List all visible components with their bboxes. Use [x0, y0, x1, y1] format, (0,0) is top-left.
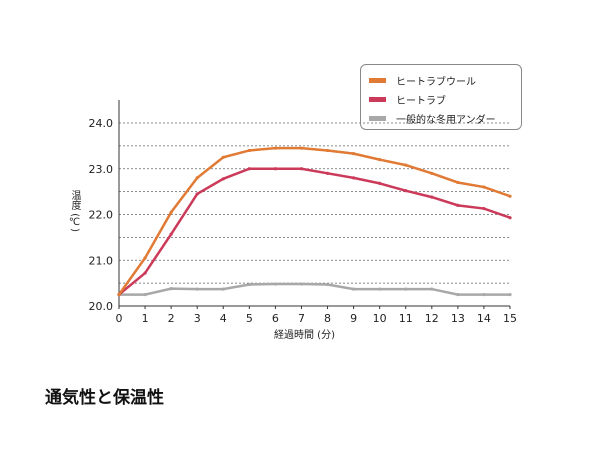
data-point	[221, 155, 225, 159]
data-point	[299, 282, 304, 286]
data-point	[273, 146, 277, 150]
x-tick-label: 11	[399, 312, 413, 325]
data-point	[352, 152, 356, 156]
data-point	[143, 256, 147, 260]
data-point	[325, 148, 330, 153]
data-point	[247, 282, 251, 287]
data-point	[299, 146, 304, 150]
y-tick-label: 24.0	[89, 117, 114, 130]
data-point	[456, 292, 460, 297]
data-point	[456, 203, 460, 207]
series-line	[119, 282, 510, 296]
x-tick-label: 12	[425, 312, 439, 325]
data-point	[508, 292, 512, 297]
legend-item: 一般的な冬用アンダー	[369, 109, 521, 128]
data-point	[143, 292, 147, 297]
data-point	[352, 287, 356, 291]
data-point	[378, 158, 382, 162]
data-point	[117, 292, 121, 297]
data-point	[169, 287, 173, 291]
data-point	[221, 177, 225, 181]
x-tick-label: 3	[194, 312, 201, 325]
legend-swatch	[369, 78, 386, 83]
data-point	[299, 167, 304, 171]
legend-item: ヒートラブウール	[369, 71, 521, 90]
legend-label: ヒートラブ	[396, 96, 446, 107]
x-tick-label: 6	[272, 312, 279, 325]
data-point	[508, 194, 512, 198]
x-tick-label: 14	[477, 312, 491, 325]
legend-swatch	[369, 116, 386, 121]
legend-swatch	[369, 97, 386, 102]
y-tick-label: 23.0	[89, 163, 114, 176]
y-axis-label: 温度 (℃)	[69, 190, 80, 232]
legend-label: ヒートラブウール	[396, 77, 476, 88]
x-tick-label: 13	[451, 312, 465, 325]
data-point	[404, 189, 408, 193]
x-tick-label: 15	[503, 312, 517, 325]
data-point	[195, 192, 199, 196]
x-tick-label: 5	[246, 312, 253, 325]
series-line	[117, 146, 511, 296]
legend-item: ヒートラブ	[369, 90, 521, 109]
x-tick-label: 10	[373, 312, 387, 325]
x-axis-label: 経過時間 (分)	[274, 330, 335, 341]
data-point	[169, 210, 173, 214]
data-point	[247, 167, 251, 171]
data-point	[273, 282, 277, 286]
y-tick-label: 22.0	[89, 209, 114, 222]
x-tick-label: 2	[168, 312, 175, 325]
data-point	[247, 148, 251, 153]
x-tick-label: 7	[298, 312, 305, 325]
y-tick-label: 21.0	[89, 254, 114, 267]
data-point	[221, 287, 225, 291]
x-tick-label: 1	[142, 312, 149, 325]
data-point	[404, 163, 408, 167]
data-point	[430, 171, 434, 175]
data-point	[352, 176, 356, 180]
data-point	[143, 271, 147, 275]
data-point	[404, 287, 408, 291]
data-point	[325, 282, 330, 287]
data-point	[195, 176, 199, 180]
x-tick-label: 9	[350, 312, 357, 325]
data-point	[378, 287, 382, 291]
x-tick-label: 8	[324, 312, 331, 325]
y-tick-label: 20.0	[89, 300, 114, 313]
data-point	[508, 216, 512, 220]
legend-label: 一般的な冬用アンダー	[396, 115, 496, 126]
x-tick-label: 0	[116, 312, 123, 325]
x-tick-label: 4	[220, 312, 227, 325]
data-point	[482, 206, 486, 211]
data-point	[378, 181, 382, 185]
data-point	[195, 287, 199, 291]
data-point	[273, 167, 277, 171]
data-point	[430, 287, 434, 291]
section-title: 通気性と保温性	[45, 388, 164, 408]
data-point	[325, 171, 330, 175]
series-line	[118, 167, 511, 296]
legend: ヒートラブウール ヒートラブ 一般的な冬用アンダー	[360, 64, 522, 130]
data-point	[482, 292, 486, 297]
data-point	[456, 180, 460, 185]
data-point	[482, 185, 486, 189]
data-point	[169, 232, 173, 236]
data-point	[430, 195, 434, 199]
